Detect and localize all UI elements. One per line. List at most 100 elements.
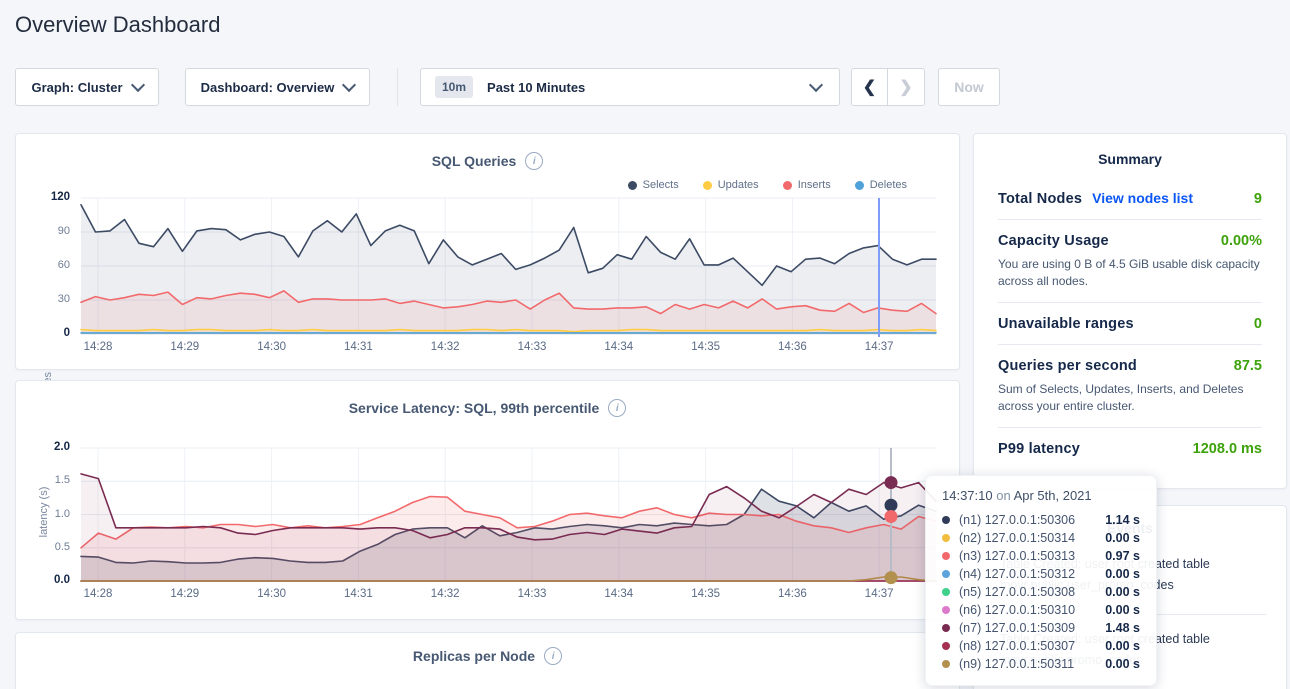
tooltip-node-row: (n4) 127.0.0.1:50312 0.00 s <box>942 565 1140 583</box>
graph-dropdown[interactable]: Graph: Cluster <box>15 68 159 106</box>
node-latency-value: 1.14 s <box>1105 513 1140 527</box>
summary-panel: Summary Total Nodes View nodes list 9 Ca… <box>973 133 1287 489</box>
total-nodes-label: Total Nodes <box>998 191 1082 207</box>
node-color-dot <box>942 660 950 668</box>
legend-dot <box>783 181 792 190</box>
x-tick-label: 14:29 <box>163 588 207 600</box>
now-button[interactable]: Now <box>938 68 1000 106</box>
legend-label: Deletes <box>870 179 907 191</box>
node-address: (n2) 127.0.0.1:50314 <box>959 531 1075 545</box>
capacity-usage-desc: You are using 0 B of 4.5 GiB usable disk… <box>998 256 1262 290</box>
tooltip-node-row: (n7) 127.0.0.1:503091.48 s <box>942 619 1140 637</box>
latency-chart-title: Service Latency: SQL, 99th percentile <box>349 400 600 416</box>
x-tick-label: 14:35 <box>684 341 728 353</box>
legend-label: Selects <box>643 179 679 191</box>
legend-item-updates[interactable]: Updates <box>703 179 759 191</box>
x-tick-label: 14:33 <box>510 341 554 353</box>
node-color-dot <box>942 570 950 578</box>
node-address: (n8) 127.0.0.1:50307 <box>959 639 1075 653</box>
tooltip-timestamp: 14:37:10 on Apr 5th, 2021 <box>942 488 1140 503</box>
capacity-usage-label: Capacity Usage <box>998 233 1109 249</box>
time-next-button[interactable]: ❯ <box>888 68 925 106</box>
x-tick-label: 14:32 <box>423 588 467 600</box>
chevron-down-icon <box>130 78 144 92</box>
view-nodes-list-link[interactable]: View nodes list <box>1092 190 1193 206</box>
y-tick-label: 0.5 <box>18 541 70 553</box>
sql-queries-legend: Selects Updates Inserts Deletes <box>628 179 907 191</box>
x-tick-label: 14:36 <box>770 341 814 353</box>
legend-item-inserts[interactable]: Inserts <box>783 179 831 191</box>
node-latency-value: 0.00 s <box>1105 567 1140 581</box>
dashboard-dropdown[interactable]: Dashboard: Overview <box>185 68 370 106</box>
x-tick-label: 14:28 <box>76 588 120 600</box>
summary-row-capacity: Capacity Usage 0.00% You are using 0 B o… <box>974 220 1286 302</box>
tooltip-node-row: (n1) 127.0.0.1:50306 1.14 s <box>942 511 1140 529</box>
node-color-dot <box>942 534 950 542</box>
total-nodes-value: 9 <box>1254 191 1262 207</box>
x-tick-label: 14:35 <box>684 588 728 600</box>
x-tick-label: 14:34 <box>597 341 641 353</box>
tooltip-node-row: (n5) 127.0.0.1:503080.00 s <box>942 583 1140 601</box>
x-tick-label: 14:37 <box>857 588 901 600</box>
y-tick-label: 0 <box>18 327 70 339</box>
legend-dot <box>628 181 637 190</box>
unavailable-ranges-value: 0 <box>1254 316 1262 332</box>
x-tick-label: 14:34 <box>597 588 641 600</box>
latency-chart-card: Service Latency: SQL, 99th percentile i … <box>15 380 960 620</box>
info-icon[interactable]: i <box>608 399 626 417</box>
x-tick-label: 14:30 <box>250 341 294 353</box>
node-latency-value: 0.97 s <box>1105 549 1140 563</box>
legend-dot <box>703 181 712 190</box>
info-icon[interactable]: i <box>544 647 562 665</box>
legend-dot <box>855 181 864 190</box>
node-address: (n1) 127.0.0.1:50306 <box>959 513 1075 527</box>
replicas-chart-card: Replicas per Node i <box>15 632 960 689</box>
legend-label: Updates <box>718 179 759 191</box>
legend-item-selects[interactable]: Selects <box>628 179 679 191</box>
qps-value: 87.5 <box>1234 358 1262 374</box>
time-prev-button[interactable]: ❮ <box>851 68 888 106</box>
node-color-dot <box>942 552 950 560</box>
node-color-dot <box>942 642 950 650</box>
tooltip-node-row: (n9) 127.0.0.1:50311 0.00 s <box>942 655 1140 673</box>
p99-latency-label: P99 latency <box>998 441 1080 457</box>
node-color-dot <box>942 588 950 596</box>
latency-plot[interactable] <box>81 448 936 581</box>
x-tick-label: 14:32 <box>423 341 467 353</box>
node-color-dot <box>942 624 950 632</box>
node-latency-value: 0.00 s <box>1105 531 1140 545</box>
x-tick-label: 14:28 <box>76 341 120 353</box>
chevron-down-icon <box>342 78 356 92</box>
node-address: (n9) 127.0.0.1:50311 <box>959 657 1074 671</box>
legend-label: Inserts <box>798 179 831 191</box>
y-tick-label: 60 <box>18 259 70 271</box>
node-address: (n4) 127.0.0.1:50312 <box>959 567 1075 581</box>
tooltip-node-row: (n8) 127.0.0.1:503070.00 s <box>942 637 1140 655</box>
graph-dropdown-label: Graph: Cluster <box>31 80 122 95</box>
replicas-chart-title: Replicas per Node <box>413 648 535 664</box>
node-color-dot <box>942 516 950 524</box>
x-tick-label: 14:36 <box>770 588 814 600</box>
node-address: (n3) 127.0.0.1:50313 <box>959 549 1075 563</box>
sql-queries-chart-card: SQL Queries i SelectsUpdatesInsertsDelet… <box>15 133 960 370</box>
node-latency-value: 0.00 s <box>1105 657 1140 671</box>
node-latency-value: 0.00 s <box>1105 603 1140 617</box>
summary-row-unavailable-ranges: Unavailable ranges 0 <box>974 303 1286 344</box>
dashboard-dropdown-label: Dashboard: Overview <box>201 80 335 95</box>
x-tick-label: 14:37 <box>857 341 901 353</box>
legend-item-deletes[interactable]: Deletes <box>855 179 907 191</box>
y-tick-label: 1.0 <box>18 508 70 520</box>
tooltip-node-row: (n3) 127.0.0.1:50313 0.97 s <box>942 547 1140 565</box>
info-icon[interactable]: i <box>525 152 543 170</box>
node-address: (n7) 127.0.0.1:50309 <box>959 621 1075 635</box>
toolbar: Graph: Cluster Dashboard: Overview 10m P… <box>15 68 1000 106</box>
y-tick-label: 0.0 <box>18 574 70 586</box>
time-range-picker[interactable]: 10m Past 10 Minutes <box>420 68 840 106</box>
capacity-usage-value: 0.00% <box>1221 233 1262 249</box>
overview-dashboard-page: Overview Dashboard Graph: Cluster Dashbo… <box>0 0 1290 689</box>
x-tick-label: 14:31 <box>336 588 380 600</box>
toolbar-divider <box>397 68 398 106</box>
tooltip-node-row: (n6) 127.0.0.1:503100.00 s <box>942 601 1140 619</box>
sql-queries-plot[interactable] <box>81 198 936 334</box>
qps-label: Queries per second <box>998 358 1137 374</box>
